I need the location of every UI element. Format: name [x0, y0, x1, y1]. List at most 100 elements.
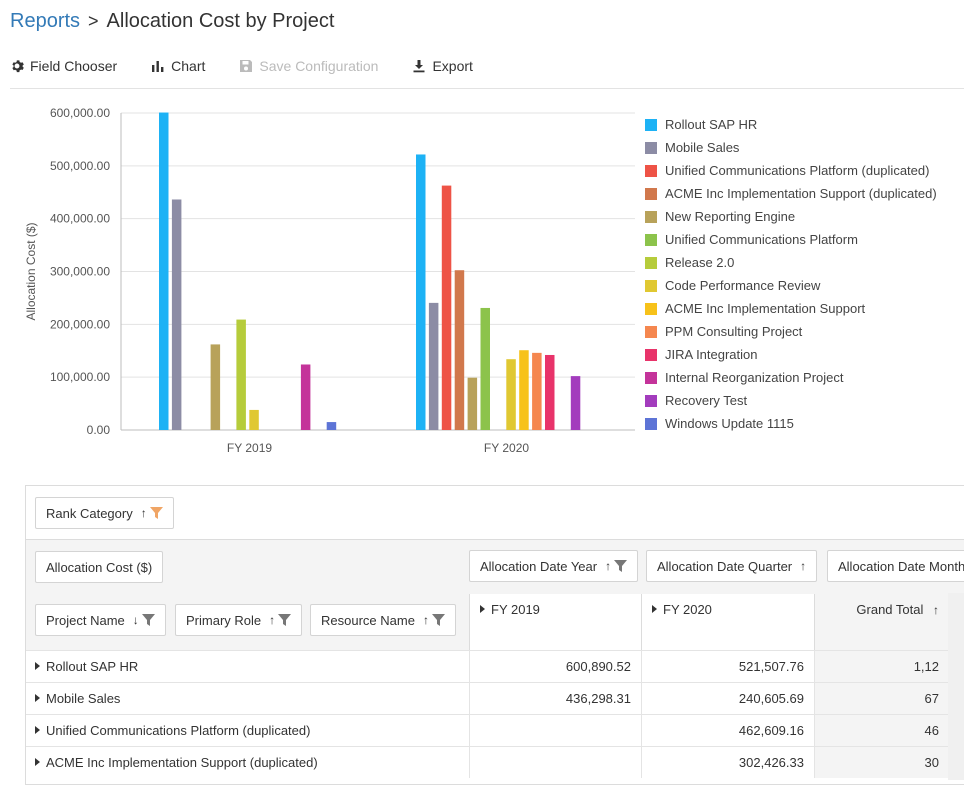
legend-item[interactable]: New Reporting Engine: [645, 205, 937, 228]
legend-item[interactable]: Internal Reorganization Project: [645, 366, 937, 389]
legend-item[interactable]: PPM Consulting Project: [645, 320, 937, 343]
expand-icon[interactable]: [35, 726, 40, 734]
toolbar-divider: [10, 88, 964, 89]
export-button[interactable]: Export: [412, 58, 473, 74]
table-row[interactable]: ACME Inc Implementation Support (duplica…: [26, 746, 964, 778]
legend-swatch: [645, 118, 657, 131]
row-header[interactable]: ACME Inc Implementation Support (duplica…: [26, 747, 469, 778]
field-chip-rank-category[interactable]: Rank Category ↑: [35, 497, 174, 529]
legend-swatch: [645, 325, 657, 338]
chart-bar: [171, 199, 182, 430]
column-header-grand-total[interactable]: Grand Total ↑: [814, 594, 949, 650]
y-axis-label: Allocation Cost ($): [24, 222, 38, 320]
sort-arrow-icon[interactable]: ↑: [933, 603, 939, 617]
legend-label: New Reporting Engine: [665, 209, 796, 224]
legend-item[interactable]: Code Performance Review: [645, 274, 937, 297]
legend-label: Unified Communications Platform: [665, 232, 858, 247]
column-field-chip-quarter[interactable]: Allocation Date Quarter ↑: [646, 550, 818, 582]
cell-grand-total: 67: [814, 683, 949, 714]
legend-item[interactable]: Windows Update 1115: [645, 412, 937, 435]
bar-chart-icon: [152, 61, 164, 72]
save-configuration-label: Save Configuration: [259, 58, 379, 74]
expand-icon[interactable]: [652, 605, 657, 613]
column-field-chip-month[interactable]: Allocation Date Month: [827, 550, 964, 582]
project-name: ACME Inc Implementation Support (duplica…: [46, 755, 318, 770]
legend-item[interactable]: Rollout SAP HR: [645, 113, 937, 136]
column-header-fy2019[interactable]: FY 2019: [469, 594, 641, 650]
breadcrumb-reports-link[interactable]: Reports: [10, 9, 81, 32]
y-tick-label: 600,000.00: [50, 106, 110, 120]
legend-swatch: [645, 187, 657, 200]
sort-arrow-icon[interactable]: ↑: [269, 613, 276, 627]
expand-icon[interactable]: [35, 758, 40, 766]
column-header-fy2020[interactable]: FY 2020: [641, 594, 814, 650]
legend-label: Internal Reorganization Project: [665, 370, 844, 385]
expand-icon[interactable]: [35, 662, 40, 670]
page-title: Allocation Cost by Project: [106, 9, 335, 32]
legend-item[interactable]: JIRA Integration: [645, 343, 937, 366]
legend-item[interactable]: Unified Communications Platform: [645, 228, 937, 251]
legend-swatch: [645, 394, 657, 407]
legend-swatch: [645, 371, 657, 384]
column-header-label: FY 2020: [663, 602, 712, 617]
row-header[interactable]: Unified Communications Platform (duplica…: [26, 715, 469, 746]
table-row[interactable]: Rollout SAP HR 600,890.52 521,507.76 1,1…: [26, 650, 964, 682]
expand-icon[interactable]: [35, 694, 40, 702]
allocation-cost-chart: 0.00 100,000.00 200,000.00 300,000.00 400,00…: [24, 106, 635, 455]
data-field-label: Allocation Cost ($): [46, 559, 153, 575]
field-chip-label: Resource Name: [321, 612, 415, 628]
legend-label: ACME Inc Implementation Support (duplica…: [665, 186, 937, 201]
filter-icon[interactable]: [431, 614, 445, 626]
legend-item[interactable]: ACME Inc Implementation Support (duplica…: [645, 182, 937, 205]
chart-button[interactable]: Chart: [151, 58, 205, 74]
table-row[interactable]: Unified Communications Platform (duplica…: [26, 714, 964, 746]
legend-item[interactable]: Mobile Sales: [645, 136, 937, 159]
chart-label: Chart: [171, 58, 206, 74]
sort-arrow-icon[interactable]: ↓: [132, 613, 139, 627]
chart-bar: [467, 377, 478, 430]
sort-arrow-icon[interactable]: ↑: [800, 559, 807, 573]
project-name: Mobile Sales: [46, 691, 121, 706]
field-chooser-button[interactable]: Field Chooser: [10, 58, 117, 74]
row-field-chip-project-name[interactable]: Project Name ↓: [35, 604, 166, 636]
data-field-chip[interactable]: Allocation Cost ($): [35, 551, 164, 583]
cell-grand-total: 1,12: [814, 651, 949, 682]
chart-bar: [570, 376, 581, 430]
chart-bar: [480, 307, 490, 430]
legend-label: Recovery Test: [665, 393, 748, 408]
sort-arrow-icon[interactable]: ↑: [605, 559, 612, 573]
x-tick-label: FY 2019: [227, 441, 272, 455]
chart-bar: [441, 185, 452, 430]
legend-label: Windows Update 1115: [665, 416, 794, 431]
save-configuration-button[interactable]: Save Configuration: [239, 58, 378, 74]
legend-swatch: [645, 164, 657, 177]
filter-icon[interactable]: [614, 560, 628, 572]
filter-icon[interactable]: [141, 614, 155, 626]
legend-label: PPM Consulting Project: [665, 324, 803, 339]
legend-item[interactable]: Unified Communications Platform (duplica…: [645, 159, 937, 182]
chart-bar: [159, 112, 169, 430]
legend-swatch: [645, 256, 657, 269]
legend-label: Unified Communications Platform (duplica…: [665, 163, 930, 178]
y-tick-label: 0.00: [87, 423, 111, 437]
cell-fy2019: 436,298.31: [469, 683, 641, 714]
row-field-chip-resource-name[interactable]: Resource Name ↑: [310, 604, 456, 636]
row-header[interactable]: Mobile Sales: [26, 683, 469, 714]
legend-item[interactable]: Recovery Test: [645, 389, 937, 412]
table-row[interactable]: Mobile Sales 436,298.31 240,605.69 67: [26, 682, 964, 714]
sort-arrow-icon[interactable]: ↑: [140, 506, 147, 520]
filter-icon[interactable]: [278, 614, 292, 626]
chart-legend: Rollout SAP HR Mobile Sales Unified Commun…: [645, 113, 937, 435]
vertical-scrollbar[interactable]: [948, 593, 964, 780]
cell-fy2020: 521,507.76: [641, 651, 814, 682]
legend-item[interactable]: ACME Inc Implementation Support: [645, 297, 937, 320]
column-field-chip-year[interactable]: Allocation Date Year ↑: [469, 550, 639, 582]
sort-arrow-icon[interactable]: ↑: [422, 613, 429, 627]
filter-icon[interactable]: [149, 507, 163, 519]
row-header[interactable]: Rollout SAP HR: [26, 651, 469, 682]
cell-fy2020: 462,609.16: [641, 715, 814, 746]
expand-icon[interactable]: [480, 605, 485, 613]
legend-label: ACME Inc Implementation Support: [665, 301, 866, 316]
legend-item[interactable]: Release 2.0: [645, 251, 937, 274]
row-field-chip-primary-role[interactable]: Primary Role ↑: [175, 604, 303, 636]
